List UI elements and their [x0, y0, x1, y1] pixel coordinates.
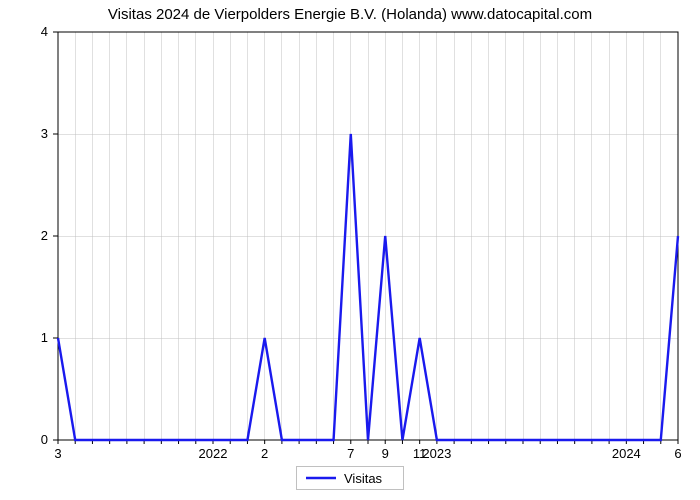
- x-tick-label: 3: [54, 446, 61, 461]
- x-year-label: 2024: [612, 446, 641, 461]
- y-tick-label: 0: [41, 432, 48, 447]
- x-tick-label: 9: [382, 446, 389, 461]
- x-year-label: 2023: [422, 446, 451, 461]
- x-year-label: 2022: [199, 446, 228, 461]
- y-tick-label: 2: [41, 228, 48, 243]
- y-tick-label: 1: [41, 330, 48, 345]
- legend-label: Visitas: [344, 471, 383, 486]
- x-tick-label: 7: [347, 446, 354, 461]
- y-tick-label: 4: [41, 24, 48, 39]
- x-tick-label: 2: [261, 446, 268, 461]
- x-tick-label: 6: [674, 446, 681, 461]
- y-tick-label: 3: [41, 126, 48, 141]
- legend: Visitas: [296, 466, 404, 490]
- chart-plot: 012343279116202220232024: [0, 0, 700, 500]
- grid: [58, 32, 678, 440]
- chart-container: Visitas 2024 de Vierpolders Energie B.V.…: [0, 0, 700, 500]
